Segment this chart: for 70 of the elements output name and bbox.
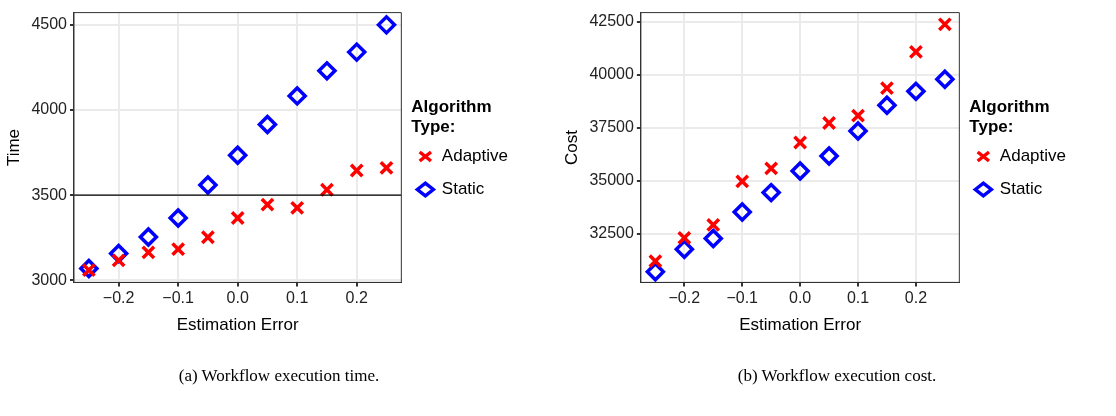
y-axis-title: Cost (561, 129, 581, 165)
x-axis-title: Estimation Error (176, 315, 299, 335)
legend-label: Adaptive (441, 146, 509, 166)
point (227, 145, 248, 166)
point (935, 69, 955, 89)
y-tick-label: 32500 (589, 224, 634, 242)
x-axis-title: Estimation Error (739, 315, 862, 335)
point (734, 173, 750, 189)
y-tick-label: 35000 (589, 171, 634, 189)
x-tick-label: −0.2 (102, 289, 135, 307)
text: (b) Workflow execution cost. (736, 366, 938, 386)
point (674, 239, 695, 260)
point (879, 80, 895, 96)
y-tick-label: 37500 (589, 118, 634, 136)
point (676, 230, 692, 246)
point (319, 182, 335, 198)
point (287, 86, 307, 106)
x-tick-label: −0.1 (726, 289, 759, 307)
x-tick-label: −0.2 (668, 289, 701, 307)
y-tick-label: 40000 (589, 65, 634, 83)
legend-label: Static (999, 179, 1043, 199)
legend-label: Adaptive (999, 146, 1067, 166)
legend-title: Algorithm Type: (411, 97, 492, 136)
point (376, 15, 397, 35)
point (703, 228, 724, 249)
point (877, 95, 897, 115)
point (379, 160, 394, 176)
point (790, 161, 810, 181)
legend-label: Static (441, 179, 485, 199)
point (257, 114, 278, 135)
point (906, 81, 926, 102)
point (792, 135, 808, 150)
point (705, 217, 721, 233)
point (732, 202, 752, 222)
point (821, 115, 837, 131)
point (198, 175, 218, 195)
y-tick-label: 4000 (31, 100, 68, 118)
point (260, 197, 275, 212)
point (230, 210, 246, 226)
point (138, 227, 159, 247)
point (140, 245, 156, 260)
point (908, 44, 924, 60)
point (647, 253, 663, 269)
point (289, 200, 305, 216)
point (850, 108, 866, 123)
point (317, 61, 337, 81)
x-tick-label: −0.1 (162, 289, 195, 307)
legend-title: Algorithm Type: (969, 97, 1050, 136)
point (937, 16, 953, 32)
point (200, 229, 216, 245)
x-tick-label: 0.2 (904, 289, 928, 307)
x-tick-label: 0.0 (788, 289, 812, 307)
point (848, 121, 868, 141)
y-tick-label: 3500 (31, 185, 68, 203)
point (763, 161, 779, 176)
point (819, 146, 839, 166)
point (168, 208, 188, 228)
y-tick-label: 3000 (31, 270, 68, 288)
y-tick-label: 4500 (31, 15, 68, 33)
x-tick-label: 0.1 (286, 289, 309, 307)
y-tick-label: 42500 (589, 12, 634, 30)
x-tick-label: 0.0 (226, 289, 249, 307)
y-axis-title: Time (3, 128, 23, 167)
x-tick-label: 0.1 (846, 289, 870, 307)
point (349, 163, 365, 178)
x-tick-label: 0.2 (345, 289, 368, 307)
text: (a) Workflow execution time. (177, 366, 381, 386)
point (170, 241, 186, 257)
point (346, 42, 367, 62)
point (761, 182, 781, 203)
